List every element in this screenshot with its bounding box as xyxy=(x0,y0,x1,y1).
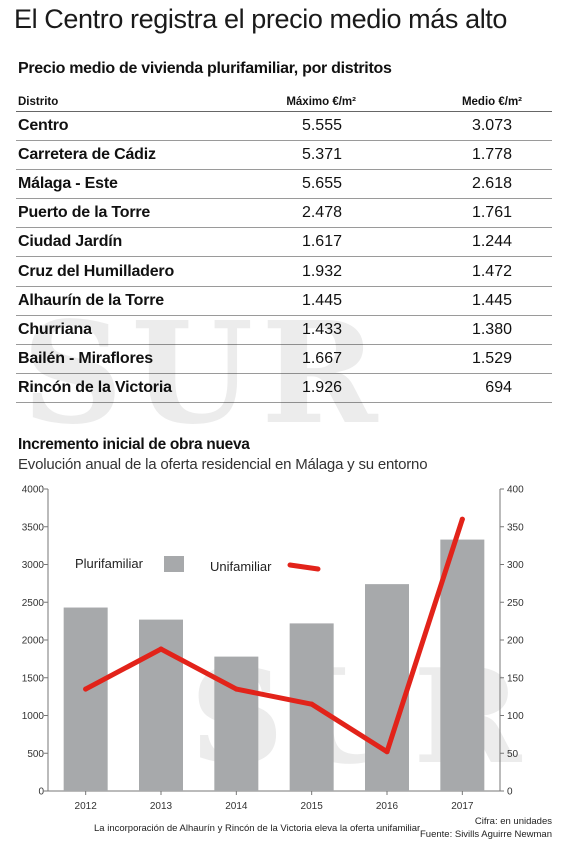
point-unifamiliar xyxy=(459,516,465,522)
max-price: 1.932 xyxy=(220,256,390,287)
header-medio: Medio €/m² xyxy=(390,92,552,112)
point-unifamiliar xyxy=(384,749,390,755)
y-right-tick-label: 100 xyxy=(507,711,524,722)
max-price: 2.478 xyxy=(220,198,390,229)
table-row: Rincón de la Victoria 1.926 694 xyxy=(16,373,552,403)
y-right-tick-label: 50 xyxy=(507,749,519,760)
price-table: Distrito Máximo €/m² Medio €/m² Centro 5.… xyxy=(16,92,552,403)
x-tick-label: 2016 xyxy=(376,801,399,812)
avg-price: 1.472 xyxy=(390,256,552,287)
district-name: Cruz del Humilladero xyxy=(16,256,220,287)
legend-label-plurifamiliar: Plurifamiliar xyxy=(75,556,144,571)
point-unifamiliar xyxy=(309,701,315,707)
y-right-tick-label: 400 xyxy=(507,485,524,496)
table-row: Churriana 1.433 1.380 xyxy=(16,315,552,345)
max-price: 5.555 xyxy=(220,111,390,142)
max-price: 5.655 xyxy=(220,169,390,200)
y-left-tick-label: 1000 xyxy=(22,711,45,722)
table-row: Alhaurín de la Torre 1.445 1.445 xyxy=(16,286,552,316)
avg-price: 3.073 xyxy=(390,111,552,142)
x-tick-label: 2012 xyxy=(75,801,98,812)
header-distrito: Distrito xyxy=(16,92,220,112)
bar-plurifamiliar xyxy=(365,584,409,791)
avg-price: 1.445 xyxy=(390,286,552,316)
avg-price: 1.761 xyxy=(390,198,552,229)
y-left-tick-label: 3000 xyxy=(22,560,45,571)
header-maximo: Máximo €/m² xyxy=(220,92,390,112)
district-name: Alhaurín de la Torre xyxy=(16,286,220,316)
table-row: Puerto de la Torre 2.478 1.761 xyxy=(16,198,552,229)
district-name: Rincón de la Victoria xyxy=(16,373,220,403)
x-tick-label: 2013 xyxy=(150,801,173,812)
legend-swatch-plurifamiliar xyxy=(164,556,184,572)
units-note: Cifra: en unidades xyxy=(474,816,552,827)
y-left-tick-label: 2000 xyxy=(22,636,45,647)
table-row: Ciudad Jardín 1.617 1.244 xyxy=(16,227,552,258)
x-tick-label: 2015 xyxy=(301,801,324,812)
bar-plurifamiliar xyxy=(289,623,334,791)
district-name: Centro xyxy=(16,111,220,142)
max-price: 5.371 xyxy=(220,140,390,171)
max-price: 1.667 xyxy=(220,344,390,374)
district-name: Ciudad Jardín xyxy=(16,227,220,258)
y-left-tick-label: 1500 xyxy=(22,673,45,684)
avg-price: 1.529 xyxy=(390,344,552,374)
y-left-tick-label: 4000 xyxy=(22,485,45,496)
district-name: Carretera de Cádiz xyxy=(16,140,220,171)
bar-plurifamiliar xyxy=(63,607,108,791)
avg-price: 694 xyxy=(390,373,552,403)
chart-title: Incremento inicial de obra nueva xyxy=(18,436,250,453)
bar-plurifamiliar xyxy=(139,619,183,791)
max-price: 1.433 xyxy=(220,315,390,345)
district-name: Churriana xyxy=(16,315,220,345)
combo-chart: 0 500 1000 1500 2000 2500 3000 3500 4000 0 50 100 15… xyxy=(22,485,524,813)
district-name: Puerto de la Torre xyxy=(16,198,220,229)
table-row: Carretera de Cádiz 5.371 1.778 xyxy=(16,140,552,171)
point-unifamiliar xyxy=(158,646,164,652)
bar-plurifamiliar xyxy=(440,539,485,791)
avg-price: 1.244 xyxy=(390,227,552,258)
avg-price: 1.778 xyxy=(390,140,552,171)
table-row: Málaga - Este 5.655 2.618 xyxy=(16,169,552,200)
table-title: Precio medio de vivienda plurifamiliar, … xyxy=(18,60,392,77)
table-row: Centro 5.555 3.073 xyxy=(16,111,552,142)
x-tick-label: 2014 xyxy=(225,801,248,812)
y-right-tick-label: 350 xyxy=(507,522,524,533)
legend-swatch-unifamiliar xyxy=(287,562,321,572)
y-right-tick-label: 150 xyxy=(507,673,524,684)
table-header-row: Distrito Máximo €/m² Medio €/m² xyxy=(16,92,552,112)
table-row: Bailén - Miraflores 1.667 1.529 xyxy=(16,344,552,374)
avg-price: 2.618 xyxy=(390,169,552,200)
y-right-tick-label: 300 xyxy=(507,560,524,571)
footnote: La incorporación de Alhaurín y Rincón de… xyxy=(94,823,421,834)
y-left-tick-label: 2500 xyxy=(22,598,45,609)
district-name: Málaga - Este xyxy=(16,169,220,200)
headline: El Centro registra el precio medio más a… xyxy=(14,4,508,34)
y-left-tick-label: 3500 xyxy=(22,522,45,533)
y-right-tick-label: 0 xyxy=(507,787,513,798)
legend-label-unifamiliar: Unifamiliar xyxy=(210,559,272,574)
bar-plurifamiliar xyxy=(214,656,259,791)
y-right-tick-label: 200 xyxy=(507,636,524,647)
district-name: Bailén - Miraflores xyxy=(16,344,220,374)
max-price: 1.617 xyxy=(220,227,390,258)
max-price: 1.445 xyxy=(220,286,390,316)
x-tick-label: 2017 xyxy=(451,801,474,812)
chart-subtitle: Evolución anual de la oferta residencial… xyxy=(18,456,428,473)
point-unifamiliar xyxy=(83,686,89,692)
avg-price: 1.380 xyxy=(390,315,552,345)
y-left-tick-label: 500 xyxy=(27,749,44,760)
max-price: 1.926 xyxy=(220,373,390,403)
point-unifamiliar xyxy=(233,686,239,692)
table-row: Cruz del Humilladero 1.932 1.472 xyxy=(16,256,552,287)
table-body: Centro 5.555 3.073 Carretera de Cádiz 5.371 1… xyxy=(16,111,552,403)
y-right-tick-label: 250 xyxy=(507,598,524,609)
line-unifamiliar xyxy=(83,516,465,755)
source-note: Fuente: Sivills Aguirre Newman xyxy=(420,829,552,840)
y-left-tick-label: 0 xyxy=(38,787,44,798)
